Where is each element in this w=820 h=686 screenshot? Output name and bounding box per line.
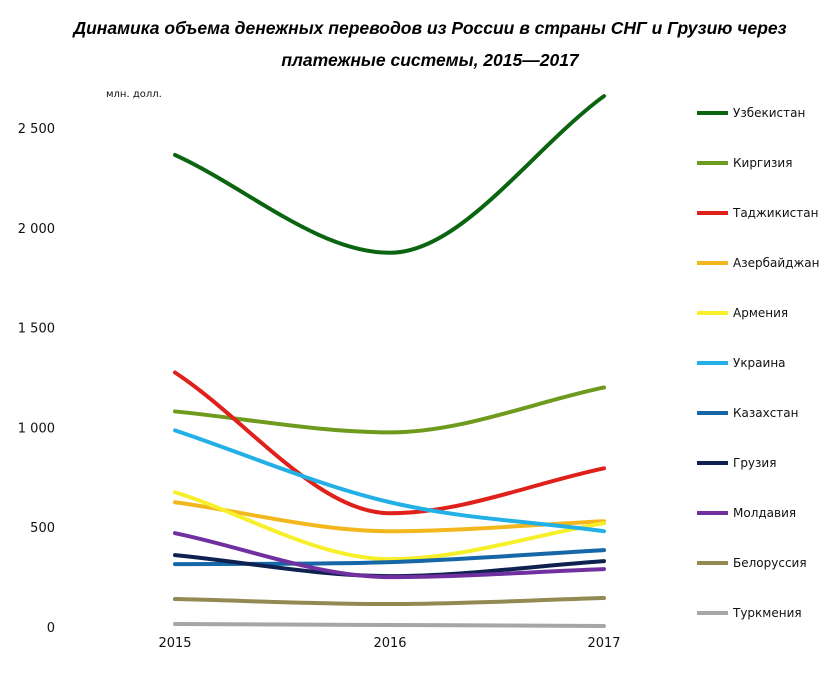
y-tick-label: 0	[47, 621, 55, 636]
series-line	[173, 596, 606, 607]
series-line	[173, 428, 606, 534]
chart-title-line-1: Динамика объема денежных переводов из Ро…	[73, 18, 787, 38]
series-line	[173, 370, 606, 516]
legend-label: Киргизия	[733, 156, 792, 170]
legend: Узбекистан Киргизия Таджикистан Азербайджан…	[697, 106, 819, 620]
y-tick-label: 1 500	[18, 322, 55, 337]
series-line	[173, 490, 606, 562]
y-axis-ticks: 0 500 1 000 1 500 2 000 2 500	[18, 122, 55, 636]
chart-title-line-2: платежные системы, 2015—2017	[281, 50, 579, 70]
legend-label: Молдавия	[733, 506, 796, 520]
x-axis-ticks: 2015 2016 2017	[158, 636, 620, 651]
series-line	[173, 531, 606, 580]
y-tick-label: 1 000	[18, 421, 55, 436]
y-tick-label: 500	[30, 521, 55, 536]
legend-label: Грузия	[733, 456, 776, 470]
legend-label: Казахстан	[733, 406, 799, 420]
chart-title: Динамика объема денежных переводов из Ро…	[0, 12, 820, 76]
x-tick-label: 2017	[587, 636, 620, 651]
series-line	[173, 385, 606, 435]
y-tick-label: 2 500	[18, 122, 55, 137]
series-line	[173, 94, 606, 255]
legend-label: Таджикистан	[732, 206, 818, 220]
series-lines	[173, 94, 606, 629]
legend-label: Узбекистан	[733, 106, 805, 120]
x-tick-label: 2015	[158, 636, 191, 651]
legend-label: Азербайджан	[733, 256, 819, 270]
legend-label: Украина	[733, 356, 786, 370]
x-tick-label: 2016	[373, 636, 406, 651]
legend-label: Туркмения	[732, 606, 802, 620]
y-axis-unit-label: млн. долл.	[106, 89, 162, 100]
y-tick-label: 2 000	[18, 222, 55, 237]
legend-label: Армения	[733, 306, 788, 320]
series-line	[173, 622, 606, 629]
legend-label: Белоруссия	[733, 556, 807, 570]
